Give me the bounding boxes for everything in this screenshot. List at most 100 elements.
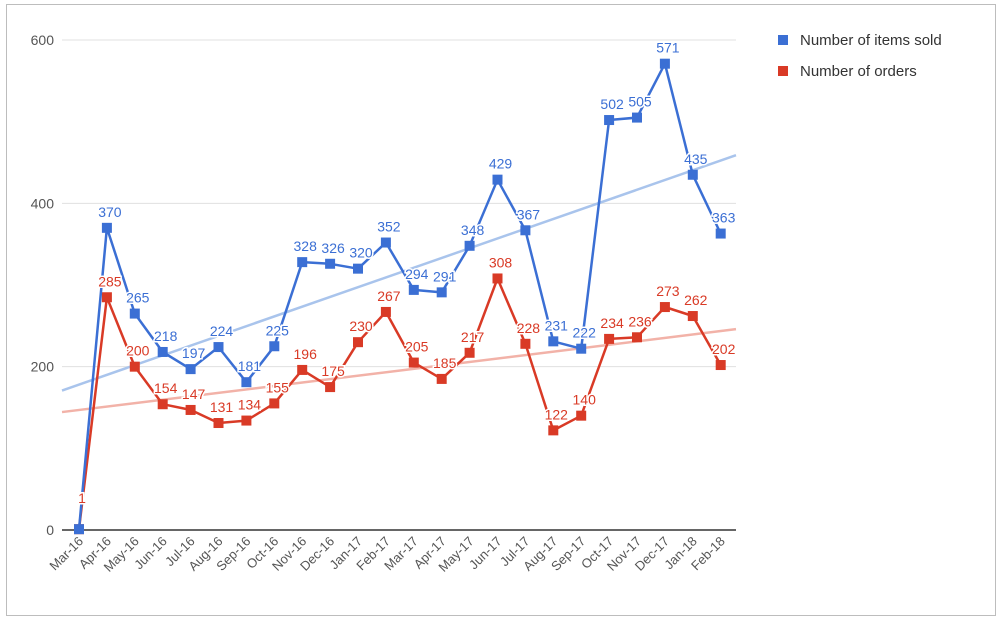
data-label: 505 [628, 94, 652, 110]
data-label: 205 [405, 339, 429, 355]
legend-swatch [778, 35, 788, 45]
data-point [659, 302, 670, 313]
data-point [604, 333, 615, 344]
data-label: 262 [684, 292, 708, 308]
data-point [715, 228, 726, 239]
legend-label: Number of orders [800, 63, 917, 80]
data-label: 234 [600, 315, 624, 331]
data-label: 502 [600, 96, 624, 112]
data-label: 154 [154, 380, 178, 396]
data-label: 228 [517, 320, 541, 336]
data-point [213, 418, 224, 429]
data-label: 200 [126, 343, 150, 359]
data-label: 224 [210, 323, 234, 339]
data-point [687, 169, 698, 180]
data-point [129, 361, 140, 372]
data-label: 175 [321, 363, 345, 379]
data-point [241, 415, 252, 426]
data-point [185, 364, 196, 375]
data-label: 196 [294, 346, 318, 362]
data-point [129, 308, 140, 319]
y-tick-label: 400 [31, 195, 55, 211]
data-point [576, 410, 587, 421]
data-point [464, 240, 475, 251]
data-point [380, 237, 391, 248]
data-label: 370 [98, 204, 122, 220]
data-point [325, 382, 336, 393]
x-tick-label: Mar-16 [46, 534, 86, 574]
data-label: 348 [461, 222, 485, 238]
data-label: 202 [712, 341, 736, 357]
data-point [297, 364, 308, 375]
data-label: 571 [656, 40, 680, 56]
data-point [408, 284, 419, 295]
data-point [241, 377, 252, 388]
y-tick-label: 600 [31, 32, 55, 48]
data-label: 367 [517, 206, 541, 222]
trendline-series-0 [61, 154, 737, 392]
data-label: 267 [377, 288, 401, 304]
data-point [157, 399, 168, 410]
data-point [520, 225, 531, 236]
trendline-series-1 [61, 327, 737, 414]
data-point [632, 332, 642, 343]
data-point [185, 404, 196, 415]
data-label: 122 [545, 406, 569, 422]
data-point [325, 258, 336, 269]
data-point [101, 292, 112, 303]
data-point [464, 347, 475, 358]
data-point [492, 174, 503, 185]
data-label: 1 [78, 490, 86, 506]
data-label: 217 [461, 329, 485, 345]
data-label: 435 [684, 151, 708, 167]
data-point [74, 524, 84, 535]
data-label: 265 [126, 290, 150, 306]
data-label: 181 [238, 358, 262, 374]
data-label: 218 [154, 328, 178, 344]
data-label: 352 [377, 219, 401, 235]
data-label: 185 [433, 355, 457, 371]
data-label: 236 [628, 313, 652, 329]
data-point [269, 398, 280, 409]
data-point [548, 336, 559, 347]
data-point [548, 425, 559, 436]
data-point [101, 222, 112, 233]
data-point [492, 273, 503, 284]
data-label: 140 [573, 392, 597, 408]
y-tick-label: 200 [31, 359, 55, 375]
chart-frame [6, 4, 996, 616]
data-point [436, 287, 447, 298]
data-label: 131 [210, 399, 234, 415]
data-label: 273 [656, 283, 680, 299]
data-label: 197 [182, 345, 206, 361]
data-label: 291 [433, 268, 457, 284]
data-label: 326 [321, 240, 345, 256]
series-line-1 [77, 277, 722, 530]
data-label: 134 [238, 397, 262, 413]
data-label: 429 [489, 156, 513, 172]
data-point [687, 311, 698, 322]
data-label: 363 [712, 210, 736, 226]
data-point [213, 342, 224, 353]
data-point [353, 337, 363, 348]
data-label: 328 [294, 238, 318, 254]
data-label: 147 [182, 386, 206, 402]
data-label: 155 [266, 379, 290, 395]
data-point [297, 257, 308, 268]
data-point [576, 343, 587, 354]
data-label: 294 [405, 266, 429, 282]
legend-swatch [778, 66, 788, 76]
data-point [632, 112, 642, 123]
data-point [715, 360, 726, 371]
data-point [157, 346, 168, 357]
data-point [520, 338, 531, 349]
y-tick-label: 0 [46, 522, 54, 538]
data-label: 231 [545, 317, 569, 333]
data-label: 320 [349, 245, 373, 261]
data-point [408, 357, 419, 368]
data-label: 308 [489, 254, 513, 270]
data-point [659, 58, 670, 69]
data-point [604, 115, 615, 126]
data-point [436, 373, 447, 384]
